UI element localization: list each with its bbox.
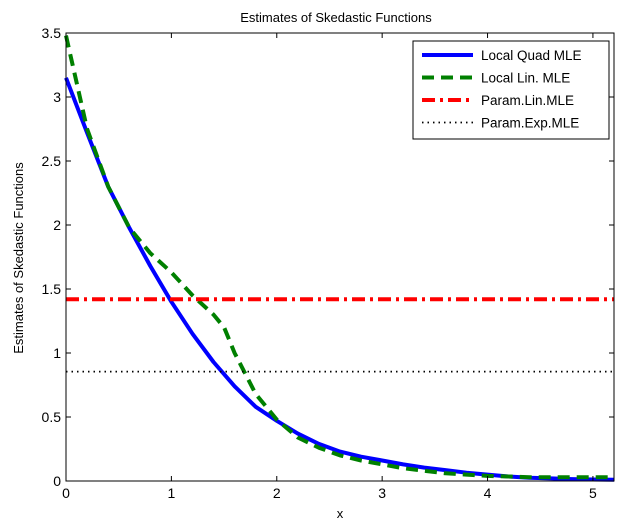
y-tick-label: 2.5 <box>42 153 62 169</box>
legend-label-2: Local Lin. MLE <box>481 71 570 86</box>
x-tick-label: 5 <box>589 485 597 501</box>
x-tick-label: 3 <box>378 485 386 501</box>
legend-label-3: Param.Lin.MLE <box>481 93 574 108</box>
y-tick-label: 0.5 <box>42 409 62 425</box>
chart-title: Estimates of Skedastic Functions <box>240 10 432 25</box>
x-tick-label: 2 <box>273 485 281 501</box>
y-axis-label: Estimates of Skedastic Functions <box>11 162 26 354</box>
x-tick-label: 4 <box>484 485 492 501</box>
axes-frame <box>65 32 615 482</box>
x-tick-label: 0 <box>62 485 70 501</box>
legend-box <box>412 40 610 140</box>
series-layer <box>64 35 615 482</box>
y-tick-label: 3.5 <box>42 25 62 41</box>
legend-label-4: Param.Exp.MLE <box>481 116 579 131</box>
y-tick-label: 1.5 <box>42 281 62 297</box>
y-tick-label: 2 <box>53 217 61 233</box>
legend: Local Quad MLE Local Lin. MLE Param.Lin.ML… <box>412 40 610 140</box>
legend-label-1: Local Quad MLE <box>481 48 582 63</box>
axes-layer: 0 1 2 3 4 5 0 0.5 1 1.5 2 2.5 3 3.5 <box>42 25 615 501</box>
x-axis-label: x <box>337 506 344 521</box>
y-tick-label: 3 <box>53 89 61 105</box>
series-line-2 <box>64 35 614 480</box>
y-tick-label: 1 <box>53 345 61 361</box>
y-tick-label: 0 <box>53 473 61 489</box>
x-tick-label: 1 <box>167 485 175 501</box>
